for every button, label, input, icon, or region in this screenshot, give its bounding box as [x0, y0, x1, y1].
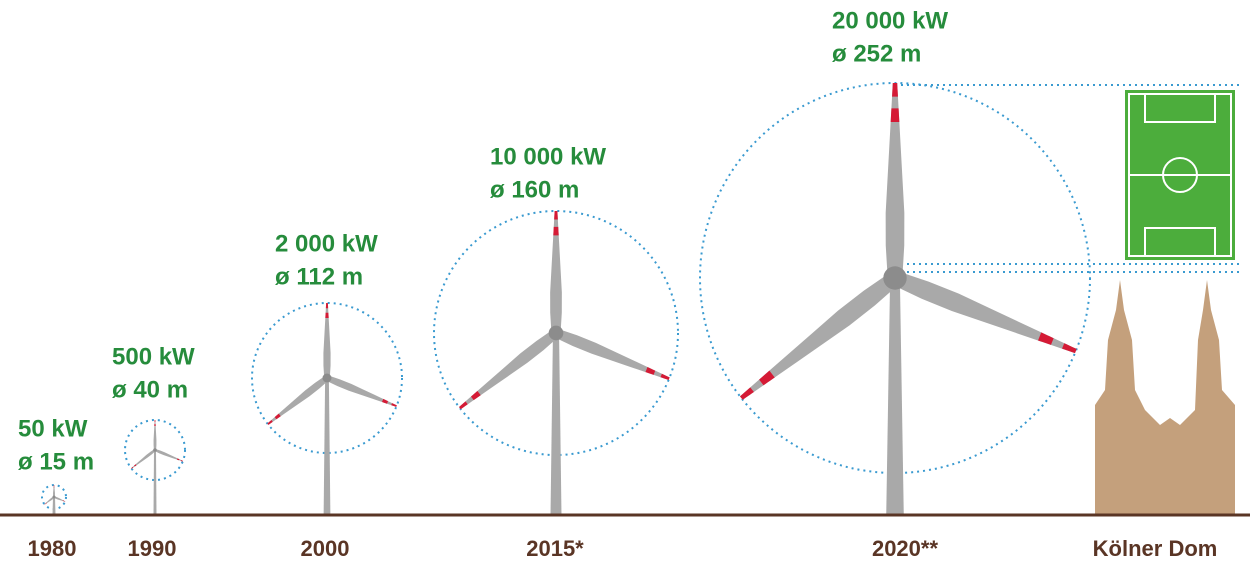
blade	[326, 375, 398, 410]
reference-label: Kölner Dom	[1093, 536, 1218, 561]
blade-mark	[553, 227, 558, 236]
tower	[53, 497, 56, 515]
power-label: 2 000 kW	[275, 230, 378, 257]
diameter-label: ø 40 m	[112, 376, 188, 403]
power-label: 500 kW	[112, 343, 195, 370]
turbine: 10 000 kW ø 160 m 2015*	[434, 143, 678, 560]
blade	[154, 449, 183, 463]
turbine: 50 kW ø 15 m 1980	[18, 415, 94, 560]
tower	[324, 378, 331, 515]
blade-mark	[154, 424, 155, 426]
blade	[736, 271, 901, 406]
blade-mark	[267, 420, 273, 425]
blade	[323, 303, 330, 378]
hub	[153, 448, 157, 452]
blade-body	[130, 449, 155, 470]
blade-mark	[54, 487, 55, 488]
power-label: 10 000 kW	[490, 143, 606, 170]
blade-mark	[1062, 343, 1077, 354]
blade-body	[456, 328, 559, 412]
turbine: 500 kW ø 40 m 1990	[112, 343, 195, 560]
blade-mark	[554, 211, 558, 220]
diameter-label: ø 252 m	[832, 40, 921, 67]
blade	[891, 269, 1079, 359]
blade	[130, 449, 155, 470]
tower	[551, 333, 562, 515]
blade-body	[554, 328, 671, 385]
turbine: 2 000 kW ø 112 m 2000	[252, 230, 402, 560]
tower	[154, 450, 157, 515]
football-field	[1125, 90, 1235, 260]
blade-body	[154, 449, 183, 463]
blade-mark	[325, 313, 328, 318]
blade-body	[736, 271, 901, 406]
year-label: 2015*	[526, 536, 584, 561]
year-label: 2000	[301, 536, 350, 561]
blade-body	[891, 269, 1079, 359]
blade	[456, 328, 559, 412]
turbines: 50 kW ø 15 m 1980 500 kW ø 40 m 1990 2 000 kW ø…	[18, 7, 1090, 560]
hub	[53, 496, 56, 499]
blade	[266, 375, 330, 427]
diameter-label: ø 112 m	[275, 263, 363, 290]
year-label: 1990	[128, 536, 177, 561]
blade	[554, 328, 671, 385]
hub	[323, 374, 332, 383]
cathedral	[1095, 280, 1235, 515]
blade-mark	[661, 374, 670, 381]
year-label: 2020**	[872, 536, 939, 561]
tower	[886, 278, 904, 515]
turbine: 20 000 kW ø 252 m 2020**	[700, 7, 1090, 560]
blade-mark	[459, 401, 468, 409]
diameter-label: ø 15 m	[18, 448, 94, 475]
blade-mark	[326, 303, 328, 308]
blade-mark	[155, 420, 156, 422]
hub	[883, 266, 906, 289]
blade	[53, 485, 55, 497]
infographic: 50 kW ø 15 m 1980 500 kW ø 40 m 1990 2 000 kW ø…	[0, 0, 1250, 562]
blade	[550, 211, 562, 333]
blade-mark	[891, 108, 900, 122]
power-label: 50 kW	[18, 415, 88, 442]
blade-body	[266, 375, 330, 427]
power-label: 20 000 kW	[832, 7, 948, 34]
year-label: 1980	[28, 536, 77, 561]
diameter-label: ø 160 m	[490, 176, 579, 203]
hub	[549, 326, 564, 341]
blade-mark	[54, 485, 55, 486]
blade-mark	[892, 83, 898, 97]
blade-mark	[391, 403, 397, 407]
blade-body	[326, 375, 398, 410]
blade	[886, 83, 905, 278]
blade	[154, 420, 157, 450]
blade-mark	[740, 387, 754, 400]
